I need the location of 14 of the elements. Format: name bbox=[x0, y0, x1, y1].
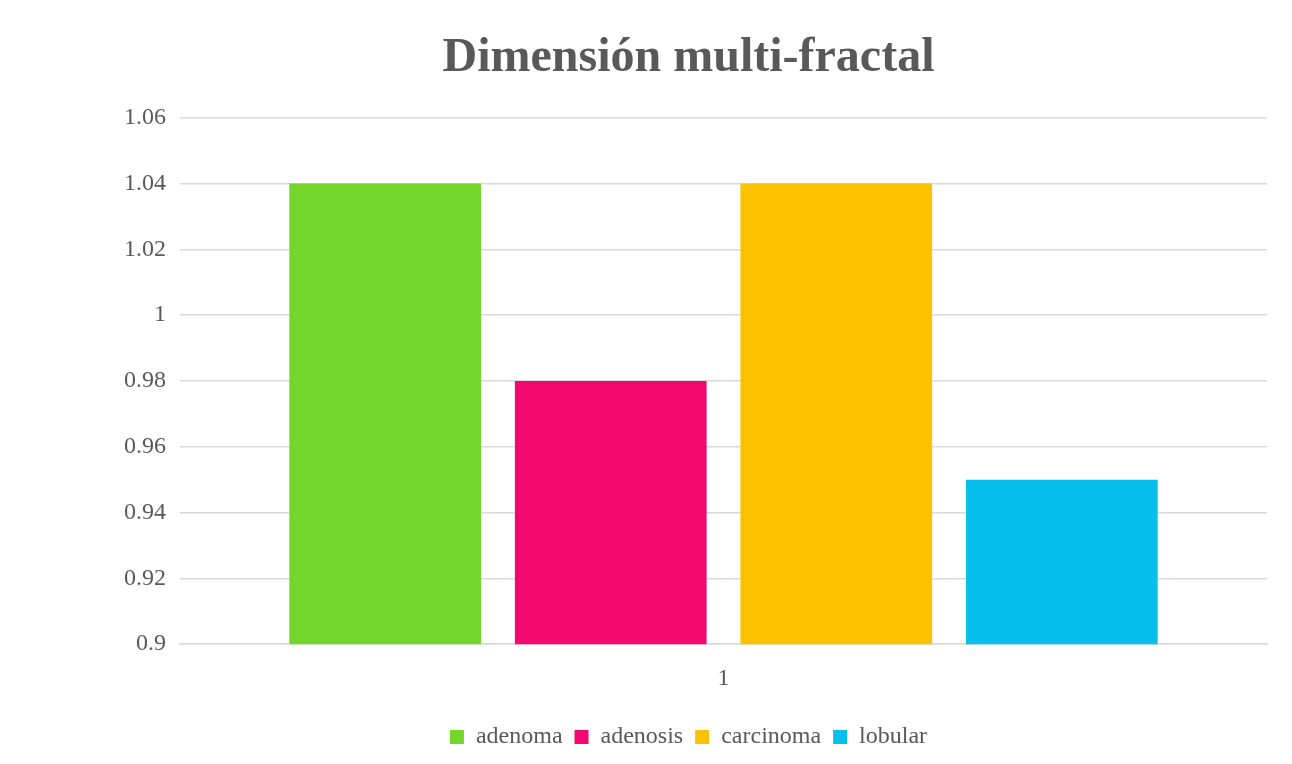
y-tick-label: 0.9 bbox=[136, 629, 166, 656]
y-tick-label: 1 bbox=[154, 300, 166, 327]
legend-label: lobular bbox=[859, 722, 928, 749]
legend-label: carcinoma bbox=[721, 722, 822, 749]
chart-title: Dimensión multi-fractal bbox=[442, 28, 935, 82]
y-tick-label: 0.94 bbox=[124, 497, 166, 524]
y-tick-label: 1.02 bbox=[124, 234, 166, 261]
legend-label: adenosis bbox=[600, 722, 684, 749]
legend-label: adenoma bbox=[475, 722, 563, 749]
y-tick-label: 0.96 bbox=[124, 432, 166, 459]
y-tick-label: 1.06 bbox=[124, 102, 166, 129]
y-tick-label: 0.98 bbox=[124, 366, 166, 393]
y-tick-label: 0.92 bbox=[124, 563, 166, 590]
y-tick-label: 1.04 bbox=[124, 168, 166, 195]
